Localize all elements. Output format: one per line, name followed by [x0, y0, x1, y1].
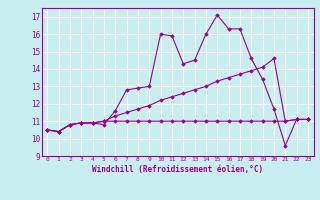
X-axis label: Windchill (Refroidissement éolien,°C): Windchill (Refroidissement éolien,°C): [92, 165, 263, 174]
